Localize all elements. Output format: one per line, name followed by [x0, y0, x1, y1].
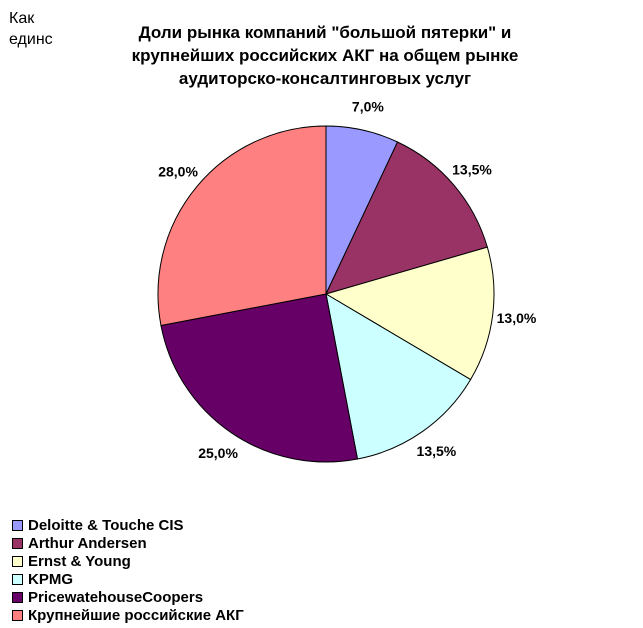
legend-swatch [12, 537, 23, 549]
pie-slice [160, 293, 359, 463]
legend-item: KPMG [12, 570, 244, 588]
legend-item: PricewatehouseCoopers [12, 588, 244, 606]
chart-title: Доли рынка компаний "большой пятерки" и … [131, 23, 519, 88]
legend: Deloitte & Touche CIS Arthur Andersen Erns… [12, 516, 244, 624]
data-label: 13,5% [417, 443, 457, 459]
corner-text: Как единс [9, 8, 53, 50]
data-label: 13,5% [452, 161, 492, 177]
legend-label: Deloitte & Touche CIS [28, 516, 184, 534]
corner-text-line-2: единс [9, 31, 53, 48]
pie-slice [325, 293, 472, 460]
data-label: 28,0% [158, 164, 198, 180]
legend-swatch [12, 591, 23, 603]
legend-item: Arthur Andersen [12, 534, 244, 552]
legend-swatch [12, 609, 23, 621]
legend-swatch [12, 519, 23, 531]
legend-item: Крупнейшие российские АКГ [12, 606, 244, 624]
legend-label: Ernst & Young [28, 552, 131, 570]
legend-label: Arthur Andersen [28, 534, 147, 552]
legend-item: Ernst & Young [12, 552, 244, 570]
data-label: 7,0% [352, 99, 384, 115]
legend-swatch [12, 573, 23, 585]
legend-label: Крупнейшие российские АКГ [28, 606, 244, 624]
data-label: 25,0% [198, 445, 238, 461]
pie-slice [325, 141, 488, 295]
pie-slice [157, 125, 327, 327]
legend-item: Deloitte & Touche CIS [12, 516, 244, 534]
corner-text-line-1: Как [9, 10, 35, 27]
legend-label: PricewatehouseCoopers [28, 588, 204, 606]
data-label: 13,0% [497, 310, 537, 326]
pie-slice [324, 246, 495, 381]
legend-swatch [12, 555, 23, 567]
legend-label: KPMG [28, 570, 73, 588]
